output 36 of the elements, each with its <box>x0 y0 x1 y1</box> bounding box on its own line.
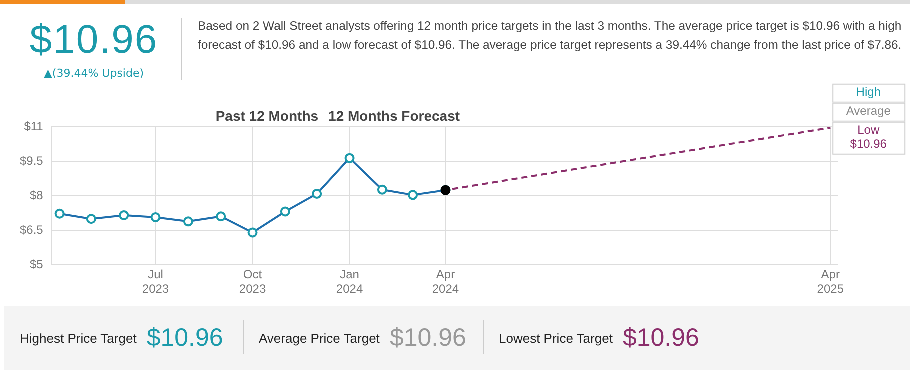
text: $10.96 <box>146 324 224 352</box>
text: $10.96 <box>390 324 466 352</box>
x-tick-label: Jul 2023 <box>142 268 170 296</box>
text: Average <box>846 104 892 118</box>
point <box>280 206 290 217</box>
x-tick-label: Oct 2023 <box>239 268 266 296</box>
x-tick-label: Jan 2024 <box>336 268 364 296</box>
text: Based on 2 Wall Street analysts offering 12 month price targets in the last 3 months. The average price target is $10.96 with a high forecast of $10.96 and a low forecast of $10.96. The average price target represents a 39.44% change from the last price of $7.86. <box>198 18 903 54</box>
y-tick-label: $8 <box>30 188 44 202</box>
y-tick-label: $9.5 <box>20 154 44 168</box>
point <box>377 184 388 195</box>
x-tick-label: Apr 2024 <box>432 268 460 296</box>
point <box>312 189 322 200</box>
point <box>408 190 418 200</box>
point <box>216 212 226 222</box>
chart-title: $10.96 <box>28 18 160 63</box>
annotation: Low $10.96 <box>850 123 888 152</box>
y-tick-label: $5 <box>30 258 44 272</box>
text: Highest Price Target <box>20 330 137 346</box>
text: High <box>856 85 881 100</box>
point <box>86 214 96 224</box>
text: 12 Months Forecast <box>328 108 460 124</box>
point <box>54 208 65 219</box>
text: Average Price Target <box>259 330 380 346</box>
point <box>119 210 130 220</box>
text: Past 12 Months <box>216 108 319 124</box>
point <box>344 153 355 164</box>
point <box>150 212 161 223</box>
y-tick-label: $6.5 <box>20 222 44 237</box>
y-tick-label: $11 <box>24 119 44 134</box>
text: Lowest Price Target <box>499 330 613 346</box>
point <box>183 216 194 227</box>
text: $10.96 <box>622 324 700 352</box>
point <box>248 228 258 238</box>
x-tick-label: Apr 2025 <box>817 268 844 296</box>
chart-subtitle: ▲(39.44% Upside) <box>42 67 146 80</box>
